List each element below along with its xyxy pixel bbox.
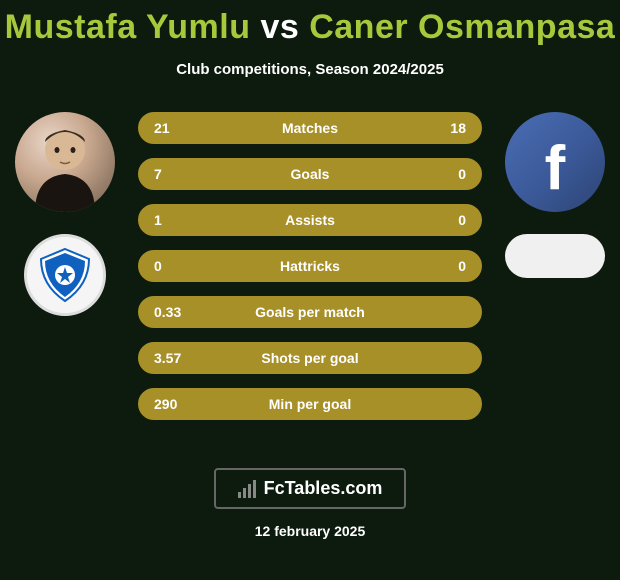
stat-left-value: 290 <box>154 396 177 412</box>
stat-right-value: 18 <box>450 120 466 136</box>
stat-left-value: 7 <box>154 166 162 182</box>
stat-row-assists: 1 Assists 0 <box>138 204 482 236</box>
branding-text: FcTables.com <box>264 478 383 499</box>
player2-name: Caner Osmanpasa <box>309 8 615 46</box>
stat-left-value: 21 <box>154 120 170 136</box>
erzurumspor-badge-icon <box>35 245 95 305</box>
stat-row-matches: 21 Matches 18 <box>138 112 482 144</box>
stat-right-value: 0 <box>458 166 466 182</box>
right-column: f <box>500 112 610 278</box>
player2-club-badge <box>505 234 605 278</box>
player1-club-badge <box>24 234 106 316</box>
stat-label: Assists <box>140 212 480 228</box>
stat-left-value: 3.57 <box>154 350 181 366</box>
stats-list: 21 Matches 18 7 Goals 0 1 Assists 0 0 Ha… <box>138 112 482 420</box>
stat-row-goals: 7 Goals 0 <box>138 158 482 190</box>
stat-label: Shots per goal <box>140 350 480 366</box>
footer: FcTables.com 12 february 2025 <box>0 468 620 539</box>
male-portrait-icon <box>15 112 115 212</box>
stat-right-value: 0 <box>458 258 466 274</box>
stat-label: Min per goal <box>140 396 480 412</box>
stat-left-value: 0.33 <box>154 304 181 320</box>
left-column <box>10 112 120 316</box>
stat-label: Goals <box>140 166 480 182</box>
comparison-body: f 21 Matches 18 7 Goals 0 1 Assists 0 0 … <box>0 112 620 452</box>
date-text: 12 february 2025 <box>255 523 366 539</box>
stat-left-value: 1 <box>154 212 162 228</box>
stat-row-goals-per-match: 0.33 Goals per match <box>138 296 482 328</box>
stat-label: Goals per match <box>140 304 480 320</box>
stat-label: Matches <box>140 120 480 136</box>
subtitle: Club competitions, Season 2024/2025 <box>0 61 620 78</box>
stat-row-min-per-goal: 290 Min per goal <box>138 388 482 420</box>
facebook-icon: f <box>545 133 566 204</box>
comparison-title: Mustafa Yumlu vs Caner Osmanpasa <box>0 0 620 47</box>
player1-name: Mustafa Yumlu <box>5 8 251 46</box>
branding-badge[interactable]: FcTables.com <box>214 468 407 509</box>
bar-chart-icon <box>238 480 256 498</box>
stat-row-hattricks: 0 Hattricks 0 <box>138 250 482 282</box>
player1-avatar <box>15 112 115 212</box>
player2-avatar[interactable]: f <box>505 112 605 212</box>
vs-separator: vs <box>260 8 299 46</box>
stat-right-value: 0 <box>458 212 466 228</box>
stat-label: Hattricks <box>140 258 480 274</box>
stat-left-value: 0 <box>154 258 162 274</box>
stat-row-shots-per-goal: 3.57 Shots per goal <box>138 342 482 374</box>
